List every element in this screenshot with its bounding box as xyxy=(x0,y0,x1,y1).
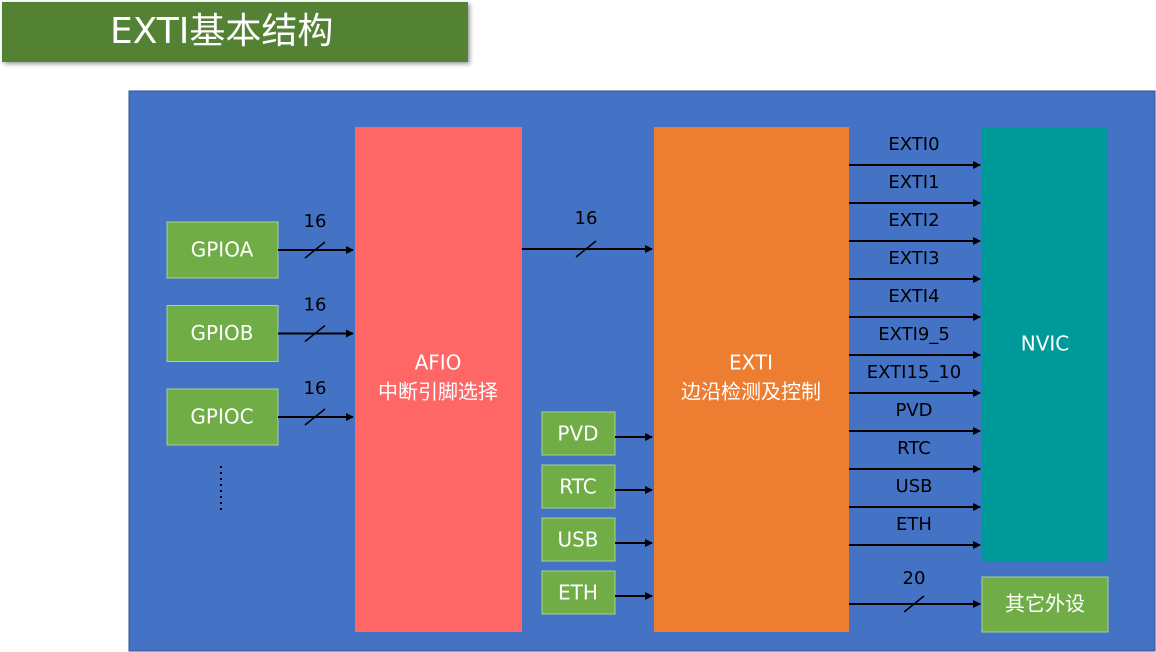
gpio-label: GPIOC xyxy=(190,405,253,429)
output-label: EXTI1 xyxy=(888,172,939,193)
bus-slash xyxy=(575,240,597,258)
bus-slash xyxy=(304,241,326,259)
output-label: USB xyxy=(896,476,933,497)
source-label: ETH xyxy=(558,581,598,605)
output-label: ETH xyxy=(896,514,932,535)
gpio-label: GPIOB xyxy=(191,321,254,345)
gpio-label: GPIOA xyxy=(191,238,254,262)
output-label: EXTI3 xyxy=(888,248,939,269)
bus-width: 20 xyxy=(903,568,926,589)
output-label: PVD xyxy=(895,400,932,421)
other-block xyxy=(981,576,1109,633)
bus-slash xyxy=(903,595,925,613)
source-box xyxy=(541,570,616,615)
bus-width: 16 xyxy=(304,211,327,232)
output-label: EXTI0 xyxy=(888,134,939,155)
source-box xyxy=(541,464,616,509)
exti-description: 边沿检测及控制 xyxy=(681,380,821,404)
output-label: EXTI15_10 xyxy=(867,362,962,383)
source-box xyxy=(541,411,616,456)
bus-width: 16 xyxy=(304,378,327,399)
bus-width: 16 xyxy=(575,208,598,229)
gpio-box xyxy=(166,388,279,446)
bus-slash xyxy=(304,408,326,426)
source-label: PVD xyxy=(557,422,598,446)
afio-description: 中断引脚选择 xyxy=(378,380,498,404)
afio-block xyxy=(355,127,522,632)
title: EXTI基本结构 xyxy=(110,11,333,52)
output-label: EXTI9_5 xyxy=(878,324,950,345)
source-label: USB xyxy=(557,528,598,552)
gpio-box xyxy=(166,305,279,362)
bus-slash xyxy=(304,324,326,343)
exti-block xyxy=(654,127,849,632)
nvic-block xyxy=(982,127,1108,562)
title-bar xyxy=(2,2,468,62)
other-label: 其它外设 xyxy=(1005,592,1085,616)
nvic-label: NVIC xyxy=(1021,332,1070,356)
source-box xyxy=(541,517,616,562)
exti-name: EXTI xyxy=(729,351,773,375)
afio-name: AFIO xyxy=(415,351,462,375)
output-label: RTC xyxy=(897,438,931,459)
output-label: EXTI4 xyxy=(888,286,939,307)
output-label: EXTI2 xyxy=(888,210,939,231)
source-label: RTC xyxy=(559,475,596,499)
bus-width: 16 xyxy=(304,295,327,316)
